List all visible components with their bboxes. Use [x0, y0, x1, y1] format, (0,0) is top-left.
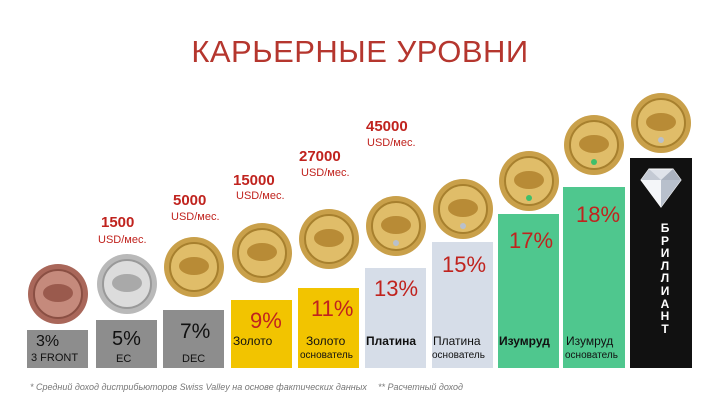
percent-gold: 9% [250, 308, 282, 333]
income-unit-2: USD/мес. [171, 211, 220, 223]
income-amount-2: 5000 [173, 192, 207, 209]
level-name-gold-founder: Золото [306, 334, 346, 348]
income-unit-4: USD/мес. [301, 167, 350, 179]
level-name-gold: Золото [233, 334, 273, 348]
letter: И [660, 283, 670, 298]
percent-gold-founder: 11% [311, 296, 354, 321]
page-title: КАРЬЕРНЫЕ УРОВНИ [191, 34, 529, 69]
gold-coin-icon [631, 93, 691, 153]
level-bar-ec [96, 320, 157, 368]
income-amount-4: 27000 [299, 148, 341, 165]
income-unit-1: USD/мес. [98, 234, 147, 246]
percent-emerald-founder: 18% [576, 202, 621, 227]
diamond-icon [640, 168, 682, 208]
level-bar-emerald-founder [563, 187, 625, 368]
income-unit-3: USD/мес. [236, 190, 285, 202]
level-bar-3-front [27, 330, 88, 368]
gold-coin-icon [499, 151, 559, 211]
income-amount-1: 1500 [101, 214, 135, 231]
footnote-estimated-income: ** Расчетный доход [378, 382, 464, 392]
footnote-average-income: * Средний доход дистрибьюторов Swiss Val… [30, 382, 367, 392]
brilliant-vertical-label: Б Р И Л Л И А Н Т [647, 222, 683, 335]
gold-coin-icon [433, 179, 493, 239]
percent-3-front: 3% [36, 333, 60, 350]
silver-coin-icon [97, 254, 157, 314]
letter: Л [660, 271, 670, 286]
level-bar-dec [163, 310, 224, 368]
level-name-ec: EC [116, 353, 132, 365]
income-unit-5: USD/мес. [367, 137, 416, 149]
gold-coin-icon [164, 237, 224, 297]
level-bar-platinum [365, 268, 426, 368]
percent-ec: 5% [112, 328, 141, 350]
percent-emerald: 17% [509, 228, 554, 253]
letter: И [660, 246, 670, 261]
letter: Б [660, 221, 670, 235]
percent-dec: 7% [180, 320, 211, 343]
letter: Л [660, 258, 670, 273]
level-name-dec: DEC [182, 353, 206, 365]
level-sub-platinum-founder: основатель [432, 350, 485, 361]
level-bar-gold-founder [298, 288, 359, 368]
percent-platinum-founder: 15% [442, 252, 487, 277]
income-amount-5: 45000 [366, 118, 408, 135]
gold-coin-icon [299, 209, 359, 269]
level-sub-gold-founder: основатель [300, 350, 353, 361]
percent-platinum: 13% [374, 276, 419, 301]
letter: А [660, 296, 670, 311]
level-bar-emerald [498, 214, 559, 368]
gold-coin-icon [564, 115, 624, 175]
bronze-coin-icon [28, 264, 88, 324]
level-name-platinum-founder: Платина [433, 334, 481, 348]
letter: Н [660, 309, 670, 324]
income-amount-3: 15000 [233, 172, 275, 189]
level-name-emerald: Изумруд [499, 334, 550, 348]
gold-coin-icon [366, 196, 426, 256]
level-sub-emerald-founder: основатель [565, 350, 618, 361]
level-name-3-front: 3 FRONT [31, 352, 79, 364]
level-bar-platinum-founder [432, 242, 493, 368]
level-name-emerald-founder: Изумруд [566, 334, 614, 348]
letter: Т [661, 321, 669, 336]
gold-coin-icon [232, 223, 292, 283]
level-bar-gold [231, 300, 292, 368]
level-name-platinum: Платина [366, 334, 417, 348]
letter: Р [660, 233, 669, 248]
